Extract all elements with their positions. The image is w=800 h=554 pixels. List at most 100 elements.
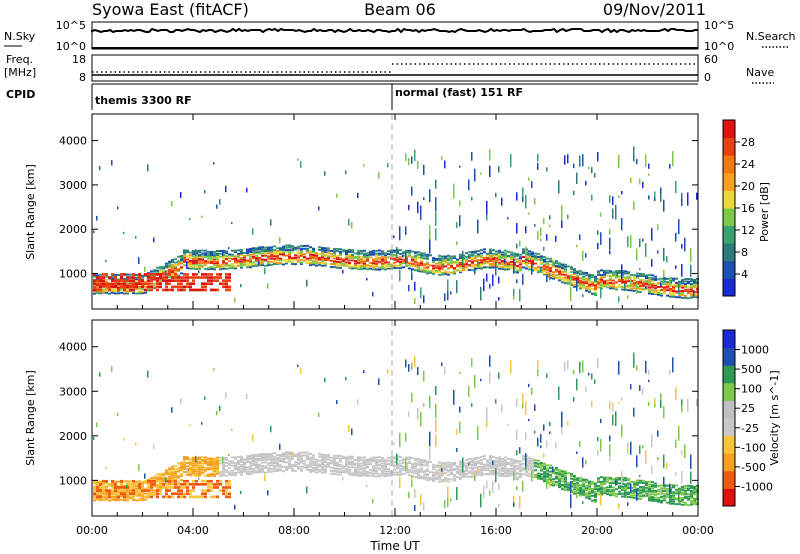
echo-cell [192, 263, 195, 266]
echo-cell [153, 273, 156, 276]
echo-cell [621, 280, 624, 283]
echo-cell [147, 496, 150, 499]
echo-cell [504, 262, 507, 265]
echo-cell [267, 470, 270, 473]
echo-cell [198, 266, 201, 269]
echo-cell [498, 474, 501, 477]
echo-cell [318, 256, 321, 259]
echo-cell [186, 468, 188, 475]
echo-cell [246, 457, 249, 460]
echo-cell [387, 468, 390, 471]
echo-cell [375, 475, 378, 478]
echo-cell [246, 266, 249, 269]
echo-cell [426, 263, 429, 266]
echo-cell [309, 259, 312, 261]
x-tick-label: 04:00 [177, 524, 209, 537]
echo-cell [180, 489, 183, 492]
echo-cell [318, 248, 321, 251]
echo-cell [234, 249, 237, 252]
echo-cell [561, 270, 564, 273]
echo-cell [498, 456, 501, 459]
echo-cell [516, 192, 518, 201]
echo-cell [171, 263, 174, 266]
echo-cell [207, 468, 210, 471]
echo-cell [264, 267, 266, 275]
echo-cell [477, 266, 480, 269]
echo-cell [192, 273, 195, 276]
echo-cell [381, 258, 384, 261]
nsky-strip: N.Sky 10^5 10^0 10^5 10^0 N.Search [4, 19, 796, 53]
echo-cell [192, 262, 195, 265]
echo-cell [678, 490, 680, 501]
echo-cell [417, 457, 420, 460]
echo-cell [189, 218, 191, 221]
echo-cell [129, 495, 132, 499]
echo-cell [360, 462, 363, 465]
echo-cell [480, 265, 483, 268]
echo-cell [399, 261, 402, 264]
echo-cell [675, 491, 678, 494]
echo-cell [378, 456, 381, 459]
echo-cell [609, 490, 612, 493]
echo-cell [378, 257, 381, 260]
echo-cell [369, 250, 372, 253]
echo-cell [351, 462, 354, 465]
echo-cell [210, 254, 213, 257]
echo-cell [222, 474, 225, 477]
echo-cell [426, 470, 429, 473]
echo-cell [201, 249, 204, 252]
echo-cell [165, 276, 168, 279]
echo-cell [270, 255, 273, 258]
echo-cell [594, 172, 596, 178]
echo-cell [438, 480, 441, 483]
echo-cell [249, 251, 252, 254]
echo-cell [438, 469, 441, 472]
nave-top-tick: 60 [704, 53, 718, 66]
echo-cell [165, 264, 168, 267]
echo-cell [198, 474, 201, 477]
echo-cell [171, 467, 174, 470]
echo-cell [276, 261, 279, 264]
echo-cell [648, 292, 651, 295]
echo-cell [372, 473, 375, 476]
echo-cell [144, 489, 147, 492]
echo-cell [189, 267, 192, 270]
echo-cell [120, 498, 123, 501]
echo-cell [288, 459, 291, 462]
echo-cell [213, 261, 216, 264]
echo-cell [315, 461, 318, 464]
echo-cell [108, 282, 111, 286]
echo-cell [570, 270, 573, 273]
echo-cell [534, 473, 537, 476]
echo-cell [132, 483, 135, 486]
echo-cell [186, 492, 189, 496]
echo-cell [462, 269, 465, 272]
colorbar-tick-label: 12 [741, 224, 755, 237]
echo-cell [102, 279, 105, 282]
echo-cell [354, 463, 357, 466]
echo-cell [579, 272, 582, 275]
echo-cell [516, 279, 518, 284]
echo-cell [630, 288, 633, 290]
echo-cell [198, 472, 201, 475]
echo-cell [321, 250, 324, 253]
echo-cell [384, 266, 387, 269]
echo-cell [609, 283, 612, 286]
echo-cell [411, 362, 413, 370]
echo-cell [192, 495, 195, 499]
echo-cell [411, 466, 414, 469]
echo-cell [336, 470, 339, 473]
echo-cell [222, 463, 225, 466]
echo-cell [552, 271, 555, 274]
echo-cell [288, 465, 291, 468]
echo-cell [537, 162, 539, 171]
echo-cell [450, 498, 452, 502]
echo-cell [315, 466, 318, 469]
echo-cell [417, 462, 420, 465]
echo-cell [345, 251, 348, 254]
echo-cell [234, 457, 237, 460]
echo-cell [198, 249, 201, 252]
echo-cell [525, 263, 528, 266]
echo-cell [240, 459, 243, 462]
echo-cell [612, 486, 615, 489]
